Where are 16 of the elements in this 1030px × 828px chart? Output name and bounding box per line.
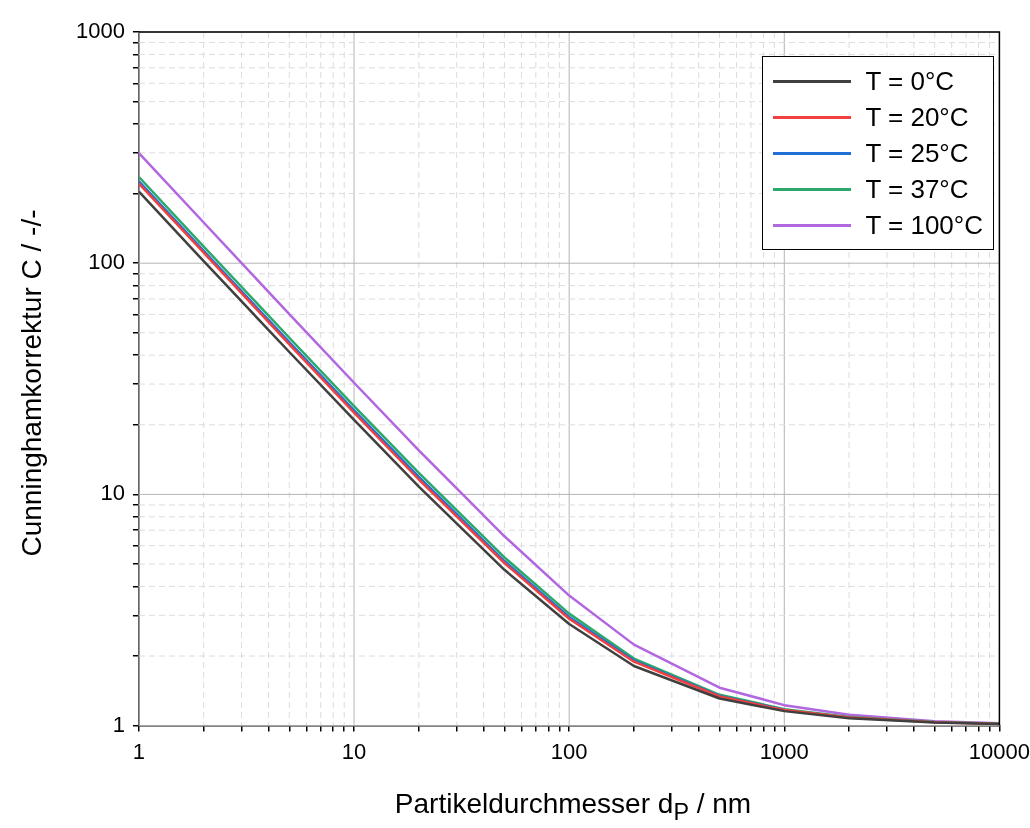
x-tick-label: 100 — [550, 738, 588, 764]
y-tick-label: 1000 — [75, 18, 125, 44]
legend-label: T = 25°C — [865, 137, 969, 169]
legend-label: T = 0°C — [865, 65, 955, 97]
x-tick-label: 10 — [341, 738, 367, 764]
x-tick-label: 10000 — [968, 738, 1030, 764]
y-tick-label: 100 — [88, 249, 125, 275]
legend-label: T = 20°C — [865, 101, 969, 133]
legend-label: T = 100°C — [865, 209, 983, 241]
y-axis-title: Cunninghamkorrektur C / -/- — [16, 209, 48, 557]
y-tick-label: 10 — [100, 480, 125, 506]
x-tick-label: 1000 — [759, 738, 809, 764]
legend-label: T = 37°C — [865, 173, 969, 205]
x-axis-title: Partikeldurchmesser d$_{P}$ / nm — [393, 788, 753, 826]
y-tick-label: 1 — [112, 711, 125, 737]
x-tick-label: 1 — [132, 738, 146, 764]
